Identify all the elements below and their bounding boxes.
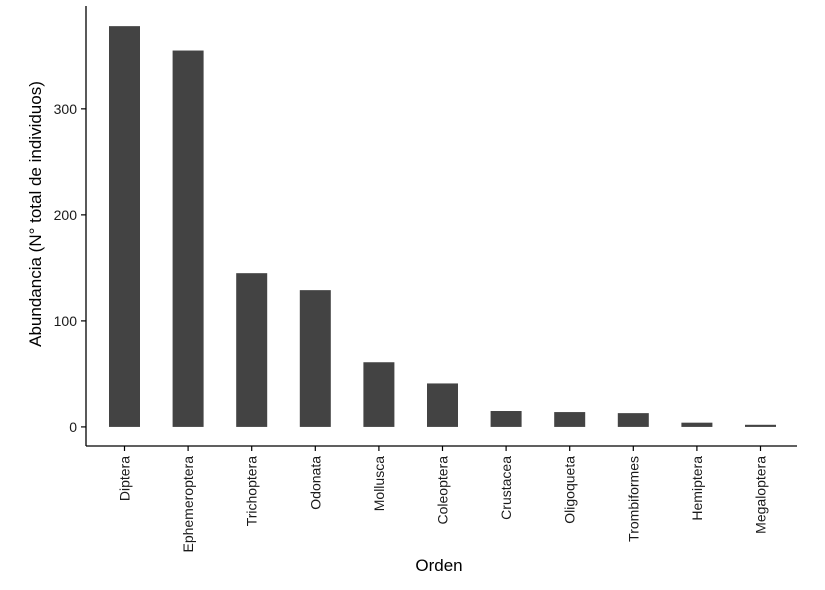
x-tick-label: Ephemeroptera xyxy=(180,456,196,553)
y-tick-label: 300 xyxy=(54,101,78,117)
y-axis-title: Abundancia (N° total de individuos) xyxy=(26,81,45,347)
bar-hemiptera xyxy=(681,422,713,427)
bar-oligoqueta xyxy=(554,412,586,427)
x-tick-label: Crustacea xyxy=(498,456,514,520)
bar-trombiformes xyxy=(617,413,649,427)
x-tick-label: Coleoptera xyxy=(435,456,451,525)
bar-ephemeroptera xyxy=(172,50,204,427)
bars-group xyxy=(109,26,776,427)
bar-trichoptera xyxy=(236,273,268,427)
x-tick-label: Mollusca xyxy=(371,456,387,511)
bar-crustacea xyxy=(490,411,522,427)
y-tick-label: 100 xyxy=(54,313,78,329)
x-tick-label: Megaloptera xyxy=(753,456,769,534)
x-tick-label: Oligoqueta xyxy=(562,456,578,524)
x-tick-label: Hemiptera xyxy=(689,456,705,521)
bar-megaloptera xyxy=(745,424,776,427)
bar-mollusca xyxy=(363,362,395,427)
x-tick-label: Odonata xyxy=(307,456,323,510)
x-tick-label: Trombiformes xyxy=(625,456,641,542)
x-tick-label: Diptera xyxy=(117,456,133,501)
bar-coleoptera xyxy=(427,383,458,427)
y-tick-label: 0 xyxy=(69,419,77,435)
bar-odonata xyxy=(299,290,331,427)
x-axis-title: Orden xyxy=(415,556,462,575)
y-axis-ticks: 0 100 200 300 xyxy=(54,101,86,435)
x-axis-ticks: Diptera Ephemeroptera Trichoptera Odonata Mo… xyxy=(117,446,769,553)
bar-diptera xyxy=(109,26,140,427)
x-tick-label: Trichoptera xyxy=(244,456,260,527)
y-tick-label: 200 xyxy=(54,207,78,223)
